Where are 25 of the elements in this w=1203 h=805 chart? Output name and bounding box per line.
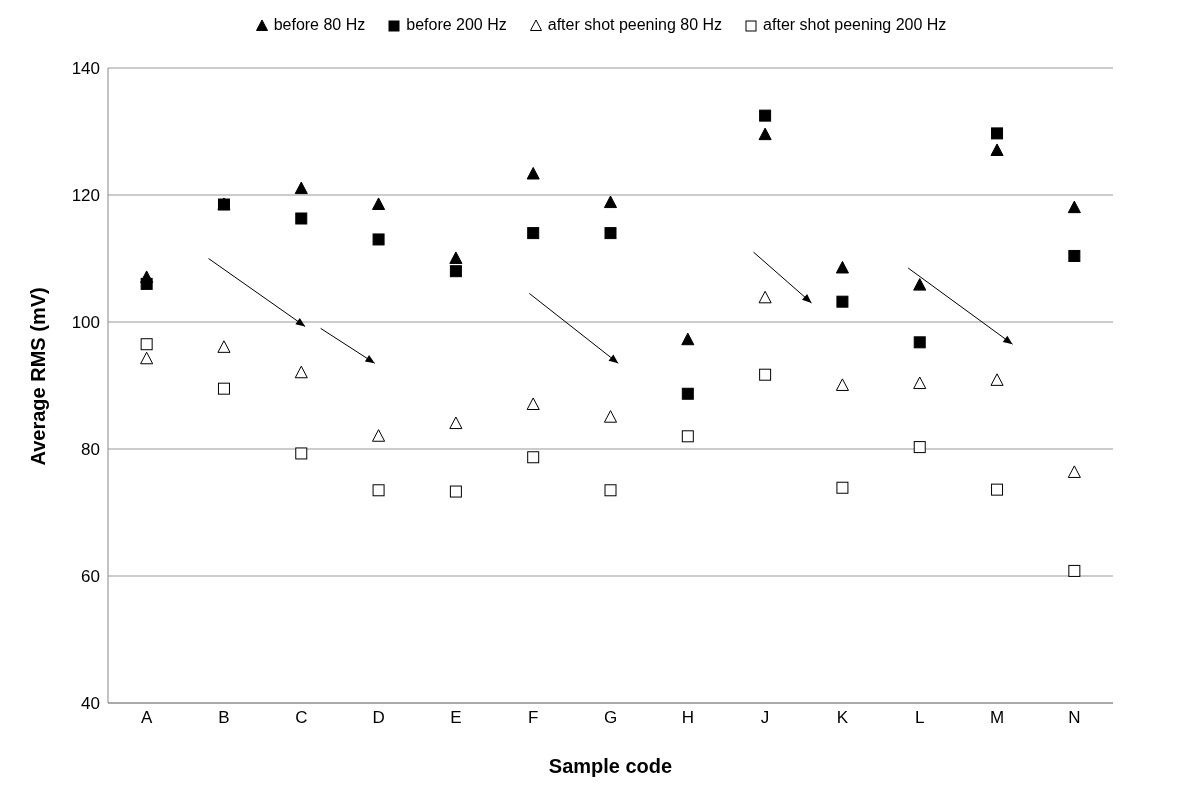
x-tick-label: M xyxy=(989,708,1005,728)
y-tick-label: 80 xyxy=(81,440,100,460)
x-tick-label: N xyxy=(1068,708,1081,728)
x-tick-label: F xyxy=(528,708,539,728)
x-tick-label: A xyxy=(140,708,153,728)
y-tick-label: 100 xyxy=(71,313,100,333)
legend-label: after shot peening 80 Hz xyxy=(546,16,723,34)
y-tick-label: 120 xyxy=(71,186,100,206)
x-tick-label: D xyxy=(372,708,385,728)
legend-label: before 200 Hz xyxy=(405,16,507,34)
x-tick-label: G xyxy=(603,708,618,728)
x-tick-label: E xyxy=(450,708,462,728)
y-tick-label: 140 xyxy=(71,59,100,79)
y-axis-title: Average RMS (mV) xyxy=(27,287,50,466)
legend-label: after shot peening 200 Hz xyxy=(762,16,947,34)
x-tick-label: C xyxy=(295,708,308,728)
x-tick-label: B xyxy=(218,708,230,728)
x-tick-label: L xyxy=(915,708,925,728)
legend-label: before 80 Hz xyxy=(272,16,366,34)
x-axis-title: Sample code xyxy=(548,755,673,777)
y-tick-label: 40 xyxy=(81,694,100,714)
x-tick-label: J xyxy=(760,708,770,728)
x-tick-label: K xyxy=(836,708,849,728)
x-tick-label: H xyxy=(681,708,694,728)
y-tick-label: 60 xyxy=(81,567,100,587)
